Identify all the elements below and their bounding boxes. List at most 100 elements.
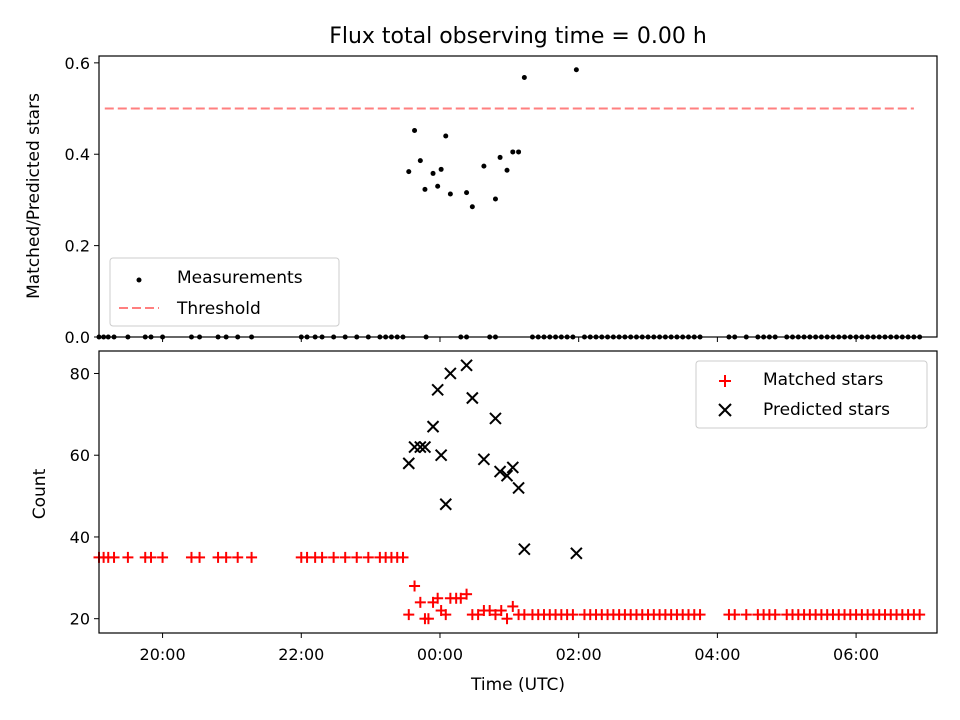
top-plot-frame (98, 55, 938, 338)
matched-star-point (157, 551, 169, 563)
matched-star-point (422, 613, 434, 625)
bottom-plot-frame (98, 350, 938, 634)
predicted-star-point (518, 543, 531, 556)
matched-star-point (108, 551, 120, 563)
matched-star-point (122, 551, 134, 563)
x-axis-label: Time (UTC) (470, 675, 565, 695)
matched-star-point (145, 551, 157, 563)
measurement-point (464, 190, 470, 196)
predicted-star-point (506, 461, 520, 474)
predicted-star-point (444, 367, 457, 380)
top-y-tick-label: 0.0 (65, 328, 90, 347)
matched-star-point (484, 605, 496, 617)
bottom-legend: Matched stars Predicted stars (695, 360, 928, 429)
predicted-star-point (439, 498, 452, 511)
matched-star-point (472, 609, 484, 621)
measurement-point (435, 183, 441, 189)
matched-star-point (729, 609, 741, 621)
legend-predicted-marker (718, 403, 732, 417)
legend-matched-label: Matched stars (763, 370, 883, 390)
measurement-point (521, 74, 527, 80)
matched-star-point (455, 592, 467, 604)
matched-star-point (328, 551, 340, 563)
predicted-star-point (434, 449, 448, 462)
measurement-point (438, 166, 444, 172)
legend-measurements-label: Measurements (177, 268, 303, 288)
measurement-point (430, 170, 436, 176)
bottom-y-tick-label: 40 (70, 528, 90, 547)
matched-star-point (914, 609, 926, 621)
predicted-star-point (489, 412, 502, 425)
top-y-axis-label: Matched/Predicted stars (24, 93, 44, 299)
matched-star-point (518, 609, 530, 621)
x-tick-label: 02:00 (556, 645, 602, 664)
matched-star-point (769, 609, 781, 621)
matched-star-point (220, 551, 232, 563)
measurement-point (573, 67, 579, 73)
matched-star-point (461, 588, 473, 600)
measurement-point (443, 133, 449, 139)
x-tick-label: 04:00 (694, 645, 740, 664)
measurement-point (412, 127, 418, 133)
top-y-tick-label: 0.4 (65, 145, 90, 164)
legend-matched-marker (719, 375, 731, 387)
x-tick-label: 20:00 (140, 645, 186, 664)
measurement-point (510, 149, 516, 155)
legend-predicted-label: Predicted stars (763, 400, 890, 420)
matched-star-point (362, 551, 374, 563)
matched-star-point (194, 551, 206, 563)
bottom-y-tick-label: 60 (70, 446, 90, 465)
bottom-panel: Count Time (UTC) 20 40 60 80 20:00 22:00 00:0… (30, 350, 938, 695)
predicted-star-point (466, 391, 479, 405)
matched-star-point (409, 580, 421, 592)
top-y-tick-label: 0.2 (65, 237, 90, 256)
matched-star-point (316, 551, 328, 563)
matched-star-point (232, 551, 244, 563)
matched-star-point (440, 609, 452, 621)
matched-star-point (507, 600, 519, 612)
matched-star-point (432, 592, 444, 604)
matched-star-point (403, 609, 415, 621)
matched-star-point (489, 609, 501, 621)
measurement-point (469, 204, 475, 210)
x-tick-label: 22:00 (278, 645, 324, 664)
predicted-star-point (512, 481, 525, 495)
measurement-point (447, 191, 453, 197)
measurement-point (417, 158, 423, 164)
top-legend: Measurements Threshold (109, 257, 340, 327)
measurement-point (497, 154, 503, 160)
top-panel: Flux total observing time = 0.00 h Match… (24, 24, 938, 347)
matched-star-point (339, 551, 351, 563)
predicted-star-point (493, 465, 507, 478)
bottom-y-axis-label: Count (30, 468, 50, 519)
matched-star-point (694, 609, 706, 621)
measurement-point (406, 169, 412, 175)
predicted-star-point (402, 457, 415, 470)
matched-star-point (501, 613, 513, 625)
matched-star-point (351, 551, 363, 563)
matched-star-point (740, 609, 752, 621)
legend-threshold-label: Threshold (176, 299, 261, 319)
matched-star-point (414, 596, 426, 608)
x-tick-label: 06:00 (833, 645, 879, 664)
predicted-star-point (570, 547, 583, 560)
measurement-point (492, 196, 498, 202)
predicted-star-point (414, 440, 427, 454)
predicted-star-point (408, 440, 421, 454)
bottom-y-tick-label: 20 (70, 610, 90, 629)
predicted-star-point (431, 383, 444, 397)
predicted-star-point (500, 469, 514, 482)
measurement-point (516, 149, 522, 155)
matched-star-point (567, 609, 579, 621)
chart-title: Flux total observing time = 0.00 h (329, 24, 707, 49)
measurement-point (481, 163, 487, 169)
matched-star-point (397, 551, 409, 563)
predicted-star-point (426, 420, 440, 433)
matched-star-point (246, 551, 258, 563)
bottom-y-tick-label: 80 (70, 364, 90, 383)
measurement-point (504, 167, 510, 173)
legend-measurements-marker (136, 277, 142, 283)
predicted-star-point (460, 359, 473, 372)
predicted-star-point (477, 453, 491, 466)
